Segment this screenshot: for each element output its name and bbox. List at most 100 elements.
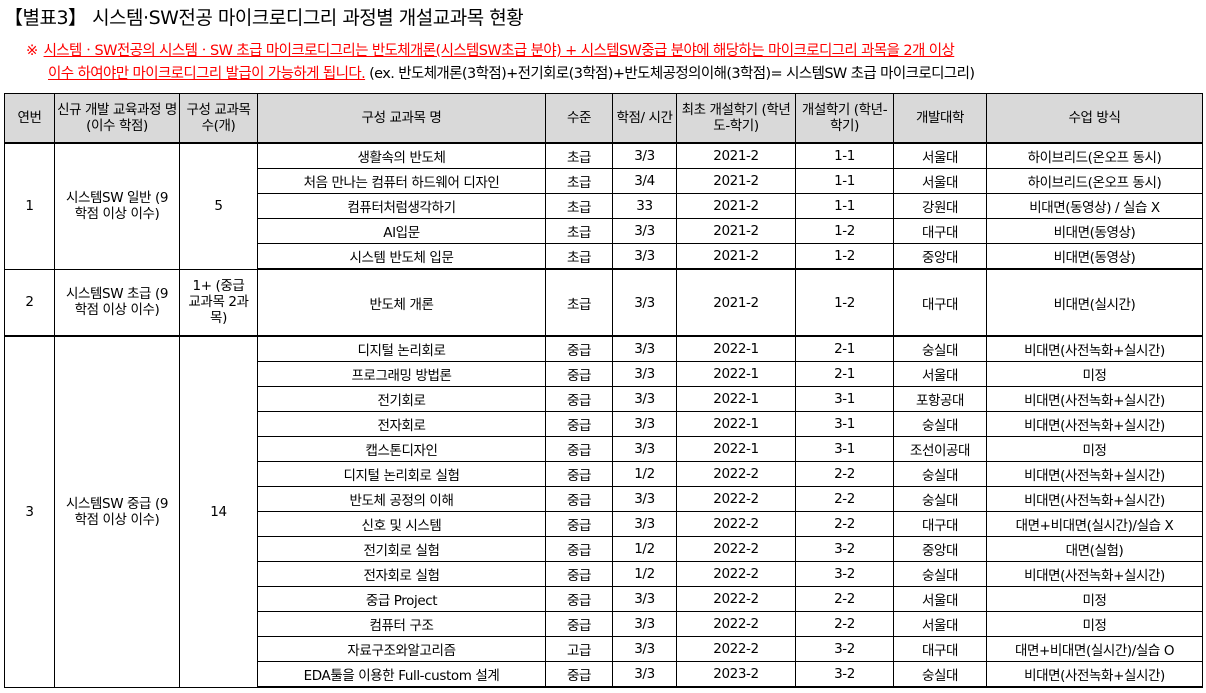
- level: 초급: [545, 193, 613, 219]
- class-method: 미정: [986, 586, 1203, 612]
- open-semester: 2-2: [795, 486, 894, 512]
- open-semester: 3-1: [795, 411, 894, 437]
- first-semester: 2022-2: [676, 586, 796, 612]
- first-semester: 2022-1: [676, 436, 796, 462]
- first-semester: 2021-2: [676, 268, 796, 337]
- credits-hours: 1/2: [612, 461, 677, 487]
- course-name: 디지털 논리회로 실험: [257, 461, 546, 487]
- credits-hours: 3/3: [612, 142, 677, 169]
- course-name: 컴퓨터 구조: [257, 611, 546, 637]
- open-semester: 3-2: [795, 561, 894, 587]
- table-row: 디지털 논리회로 실험 중급 1/2 2022-2 2-2 숭실대 비대면(사전녹화+실시간…: [5, 461, 1203, 487]
- course-name: 컴퓨터처럼생각하기: [257, 193, 546, 219]
- credits-hours: 1/2: [612, 536, 677, 562]
- first-semester: 2022-2: [676, 486, 796, 512]
- program-name: 시스템SW 중급 (9학점 이상 이수): [54, 335, 180, 688]
- credits-hours: 3/3: [612, 218, 677, 244]
- open-semester: 3-2: [795, 636, 894, 662]
- level: 고급: [545, 636, 613, 662]
- credits-hours: 3/3: [612, 586, 677, 612]
- column-header: 개발대학: [893, 93, 987, 144]
- open-semester: 3-2: [795, 536, 894, 562]
- developer-university: 서울대: [893, 168, 987, 194]
- class-method: 하이브리드(온오프 동시): [986, 142, 1203, 169]
- level: 중급: [545, 611, 613, 637]
- level: 초급: [545, 218, 613, 244]
- credits-hours: 3/3: [612, 636, 677, 662]
- open-semester: 3-1: [795, 386, 894, 412]
- class-method: 비대면(사전녹화+실시간): [986, 461, 1203, 487]
- column-header: 학점/ 시간: [612, 93, 677, 144]
- notice: ※ 시스템ㆍSW전공의 시스템ㆍSW 초급 마이크로디그리는 반도체개론(시스템S…: [26, 40, 975, 86]
- course-name: 전자회로: [257, 411, 546, 437]
- credits-hours: 3/3: [612, 486, 677, 512]
- notice-example: (ex. 반도체개론(3학점)+전기회로(3학점)+반도체공정의이해(3학점)=…: [365, 66, 975, 82]
- course-name: 전기회로: [257, 386, 546, 412]
- column-header: 수준: [545, 93, 613, 144]
- course-name: 반도체 공정의 이해: [257, 486, 546, 512]
- credits-hours: 3/4: [612, 168, 677, 194]
- table-row: 시스템 반도체 입문 초급 3/3 2021-2 1-2 중앙대 비대면(동영상): [5, 243, 1203, 270]
- first-semester: 2021-2: [676, 193, 796, 219]
- row-number: 3: [4, 335, 55, 688]
- first-semester: 2022-1: [676, 335, 796, 362]
- class-method: 대면+비대면(실시간)/실습 O: [986, 636, 1203, 662]
- credits-hours: 3/3: [612, 335, 677, 362]
- level: 초급: [545, 168, 613, 194]
- credits-hours: 3/3: [612, 611, 677, 637]
- table-row: 자료구조와알고리즘 고급 3/3 2022-2 3-2 대구대 대면+비대면(실시간)/실습…: [5, 636, 1203, 662]
- developer-university: 대구대: [893, 511, 987, 537]
- level: 중급: [545, 536, 613, 562]
- table-row: 반도체 공정의 이해 중급 3/3 2022-2 2-2 숭실대 비대면(사전녹화+실시간): [5, 486, 1203, 512]
- course-count: 5: [179, 142, 258, 270]
- first-semester: 2022-1: [676, 386, 796, 412]
- table-row: 전기회로 실험 중급 1/2 2022-2 3-2 중앙대 대면(실험): [5, 536, 1203, 562]
- credits-hours: 3/3: [612, 511, 677, 537]
- developer-university: 대구대: [893, 268, 987, 337]
- open-semester: 2-1: [795, 361, 894, 387]
- class-method: 비대면(사전녹화+실시간): [986, 661, 1203, 688]
- column-header: 연번: [4, 93, 55, 144]
- course-name: 생활속의 반도체: [257, 142, 546, 169]
- table-row: EDA툴을 이용한 Full-custom 설계 중급 3/3 2023-2 3-2 숭실…: [5, 661, 1203, 688]
- credits-hours: 3/3: [612, 268, 677, 337]
- class-method: 비대면(동영상): [986, 243, 1203, 270]
- course-name: 자료구조와알고리즘: [257, 636, 546, 662]
- level: 중급: [545, 411, 613, 437]
- course-name: 중급 Project: [257, 586, 546, 612]
- open-semester: 3-2: [795, 661, 894, 688]
- open-semester: 1-1: [795, 142, 894, 169]
- course-count: 14: [179, 335, 258, 688]
- level: 초급: [545, 268, 613, 337]
- note-mark: ※: [26, 43, 38, 59]
- developer-university: 숭실대: [893, 411, 987, 437]
- credits-hours: 3/3: [612, 386, 677, 412]
- first-semester: 2023-2: [676, 661, 796, 688]
- open-semester: 3-1: [795, 436, 894, 462]
- class-method: 미정: [986, 361, 1203, 387]
- course-name: 반도체 개론: [257, 268, 546, 337]
- open-semester: 2-2: [795, 586, 894, 612]
- first-semester: 2021-2: [676, 218, 796, 244]
- developer-university: 중앙대: [893, 243, 987, 270]
- credits-hours: 1/2: [612, 561, 677, 587]
- course-name: 처음 만나는 컴퓨터 하드웨어 디자인: [257, 168, 546, 194]
- notice-red-line1: 시스템ㆍSW전공의 시스템ㆍSW 초급 마이크로디그리는 반도체개론(시스템SW…: [43, 43, 955, 59]
- column-header: 수업 방식: [986, 93, 1203, 144]
- class-method: 비대면(실시간): [986, 268, 1203, 337]
- class-method: 비대면(동영상) / 실습 X: [986, 193, 1203, 219]
- course-name: 시스템 반도체 입문: [257, 243, 546, 270]
- first-semester: 2022-1: [676, 361, 796, 387]
- level: 중급: [545, 335, 613, 362]
- table-row: 전자회로 중급 3/3 2022-1 3-1 숭실대 비대면(사전녹화+실시간): [5, 411, 1203, 437]
- class-method: 하이브리드(온오프 동시): [986, 168, 1203, 194]
- developer-university: 대구대: [893, 218, 987, 244]
- course-name: 디지털 논리회로: [257, 335, 546, 362]
- level: 중급: [545, 361, 613, 387]
- credits-hours: 33: [612, 193, 677, 219]
- table-row: 1 시스템SW 일반 (9학점 이상 이수) 5 생활속의 반도체 초급 3/3 2021-…: [4, 142, 1203, 270]
- first-semester: 2021-2: [676, 243, 796, 270]
- column-header: 구성 교과목 명: [257, 93, 546, 144]
- course-count: 1+ (중급교과목 2과목): [179, 268, 258, 337]
- table-row: 전자회로 실험 중급 1/2 2022-2 3-2 숭실대 비대면(사전녹화+실시간): [5, 561, 1203, 587]
